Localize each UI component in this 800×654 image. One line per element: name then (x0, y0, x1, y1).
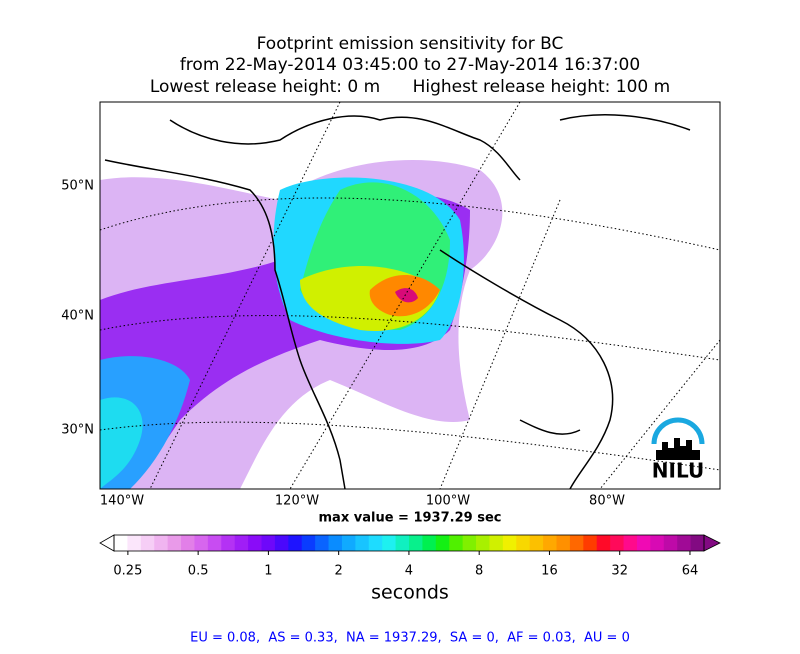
lon-label: 80°W (589, 494, 625, 509)
colorbar-segment (355, 535, 370, 551)
colorbar-segment (127, 535, 142, 551)
colorbar-tick-label: 4 (405, 564, 413, 579)
colorbar-segment (690, 535, 705, 551)
colorbar-segment (114, 535, 128, 551)
lon-label: 100°W (426, 494, 470, 509)
lat-label: 40°N (61, 309, 94, 324)
colorbar-segment (623, 535, 638, 551)
colorbar-segment (677, 535, 692, 551)
colorbar-segment (167, 535, 182, 551)
colorbar-segment (341, 535, 356, 551)
map-frame (99, 101, 721, 490)
colorbar-segment (636, 535, 651, 551)
colorbar-segment (382, 535, 397, 551)
colorbar-segment (489, 535, 504, 551)
colorbar-tick-label: 16 (541, 564, 558, 579)
colorbar-segment (181, 535, 195, 551)
colorbar-segment (328, 535, 343, 551)
colorbar-segment (221, 535, 236, 551)
colorbar-segment (301, 535, 316, 551)
colorbar-segment (140, 535, 155, 551)
colorbar-segment (248, 535, 262, 551)
colorbar-segment (610, 535, 625, 551)
max-value: max value = 1937.29 sec (319, 511, 502, 526)
colorbar-segment (288, 535, 303, 551)
footer: EU = 0.08, AS = 0.33, NA = 1937.29, SA =… (190, 631, 630, 646)
colorbar-segment (529, 535, 544, 551)
colorbar: 0.25 0.5 1 2 4 8 16 32 64 (99, 534, 721, 579)
colorbar-segment (409, 535, 423, 551)
map-field (100, 160, 503, 489)
title-line: from 22-May-2014 03:45:00 to 27-May-2014… (180, 55, 640, 75)
colorbar-segment (502, 535, 517, 551)
colorbar-tick-label: 0.5 (188, 564, 209, 579)
colorbar-tick-label: 32 (611, 564, 628, 579)
colorbar-tick-label: 0.25 (113, 564, 142, 579)
lat-label: 50°N (61, 179, 94, 194)
lon-label: 120°W (275, 494, 319, 509)
colorbar-segment (596, 535, 611, 551)
graticule (99, 101, 721, 490)
colorbar-segment (569, 535, 584, 551)
colorbar-segment (207, 535, 222, 551)
colorbar-label: seconds (371, 582, 449, 604)
lat-label: 30°N (61, 423, 94, 438)
colorbar-segment (556, 535, 571, 551)
colorbar-tick-label: 1 (264, 564, 272, 579)
colorbar-tick-label: 8 (475, 564, 483, 579)
lon-label: 140°W (100, 494, 144, 509)
logo: NILU (651, 417, 705, 483)
colorbar-segment (274, 535, 289, 551)
colorbar-segment (154, 535, 169, 551)
colorbar-extend-low (99, 534, 115, 552)
colorbar-segment (476, 535, 490, 551)
colorbar-segment (368, 535, 383, 551)
colorbar-segment (650, 535, 665, 551)
colorbar-extend-high (703, 534, 721, 552)
logo-text: NILU (652, 459, 704, 483)
colorbar-segment (462, 535, 477, 551)
colorbar-tick-label: 2 (335, 564, 343, 579)
title-line: Lowest release height: 0 m Highest relea… (150, 77, 670, 97)
colorbar-segment (395, 535, 410, 551)
colorbar-segment (583, 535, 598, 551)
colorbar-segment (422, 535, 437, 551)
coastlines (104, 114, 691, 490)
colorbar-segment (516, 535, 531, 551)
colorbar-segment (435, 535, 450, 551)
title-line: Footprint emission sensitivity for BC (257, 34, 564, 54)
colorbar-segment (663, 535, 678, 551)
colorbar-segment (449, 535, 464, 551)
colorbar-segment (234, 535, 249, 551)
colorbar-segment (261, 535, 276, 551)
colorbar-tick-label: 64 (682, 564, 699, 579)
colorbar-segment (194, 535, 209, 551)
colorbar-segment (315, 535, 330, 551)
colorbar-segment (543, 535, 557, 551)
